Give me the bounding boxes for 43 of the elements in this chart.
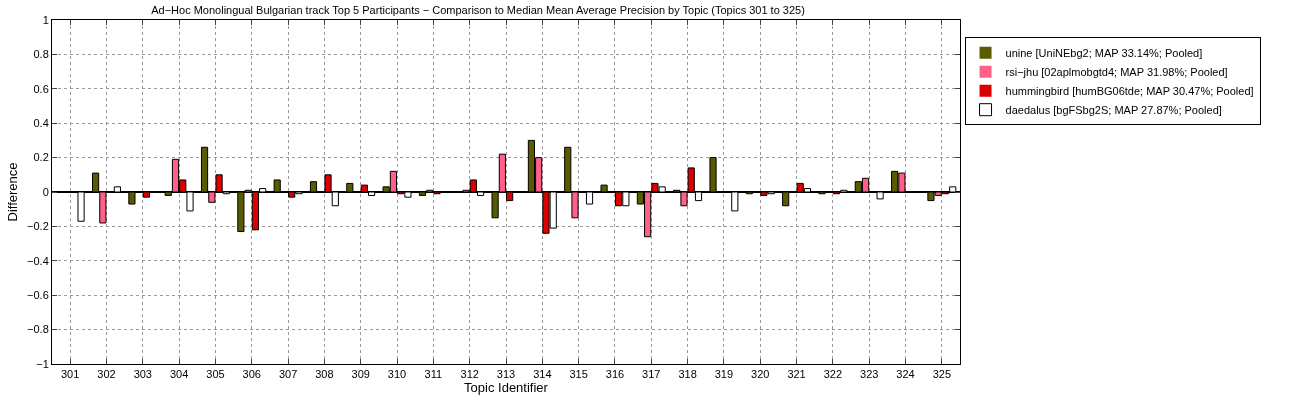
x-tick-label: 317 — [642, 368, 661, 381]
x-tick-label: 311 — [424, 368, 443, 381]
legend-label: daedalus [bgFSbg2S; MAP 27.87%; Pooled] — [1005, 103, 1222, 116]
x-tick-label: 316 — [605, 368, 625, 381]
legend-label: rsi−jhu [02aplmobgtd4; MAP 31.98%; Pooled] — [1005, 65, 1228, 78]
x-tick-label: 305 — [206, 368, 225, 381]
x-tick-label: 307 — [278, 368, 298, 381]
x-tick-label: 313 — [496, 368, 516, 381]
y-tick-label: 1 — [42, 13, 49, 26]
x-tick-label: 310 — [387, 368, 407, 381]
x-tick-label: 314 — [533, 368, 552, 381]
y-tick-label: −0.2 — [27, 220, 49, 233]
x-tick-label: 303 — [133, 368, 152, 381]
chart-title: Ad−Hoc Monolingual Bulgarian track Top 5 Participants − Comparison to Median Mean Average Precision by Topic (Topics 301 to 325) — [151, 3, 805, 16]
x-tick-label: 319 — [714, 368, 734, 381]
x-tick-label: 308 — [315, 368, 334, 381]
x-tick-label: 301 — [60, 368, 80, 381]
x-tick-label: 302 — [97, 368, 116, 381]
y-tick-label: 0.2 — [33, 151, 49, 164]
x-tick-label: 320 — [751, 368, 770, 381]
x-tick-label: 309 — [351, 368, 370, 381]
x-tick-label: 322 — [823, 368, 843, 381]
x-tick-label: 324 — [896, 368, 915, 381]
y-tick-label: 0.6 — [33, 82, 49, 95]
x-tick-label: 315 — [569, 368, 588, 381]
y-tick-label: −0.8 — [27, 323, 49, 336]
legend-label: unine [UniNEbg2; MAP 33.14%; Pooled] — [1005, 46, 1203, 59]
x-tick-label: 321 — [787, 368, 806, 381]
x-axis-title: Topic Identifier — [464, 380, 549, 396]
y-tick-label: 0.4 — [33, 117, 49, 130]
y-tick-label: −1 — [36, 357, 49, 370]
x-tick-label: 325 — [932, 368, 952, 381]
legend-label: hummingbird [humBG06tde; MAP 30.47%; Pooled] — [1005, 84, 1254, 97]
x-tick-label: 323 — [860, 368, 879, 381]
x-tick-label: 318 — [678, 368, 697, 381]
y-tick-label: 0 — [42, 185, 49, 198]
y-tick-label: −0.6 — [27, 289, 49, 302]
y-tick-label: 0.8 — [33, 48, 49, 61]
x-tick-label: 306 — [242, 368, 261, 381]
y-tick-label: −0.4 — [27, 254, 49, 267]
y-axis-title: Difference — [5, 162, 21, 222]
x-tick-label: 304 — [169, 368, 189, 381]
x-tick-label: 312 — [460, 368, 479, 381]
